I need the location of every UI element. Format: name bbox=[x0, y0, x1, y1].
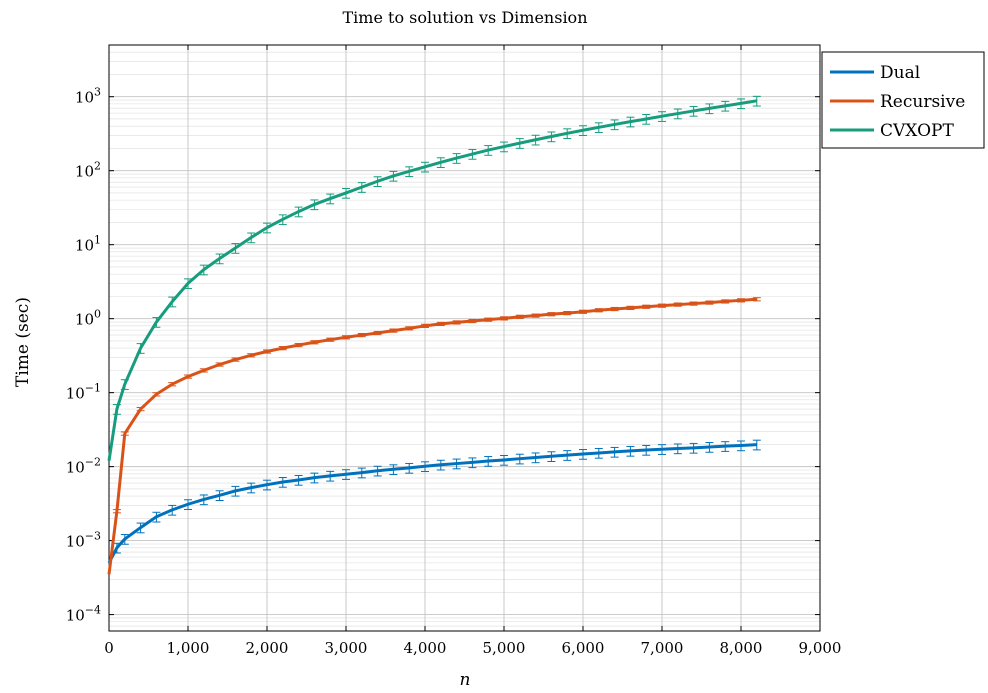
x-tick-label: 3,000 bbox=[325, 639, 368, 657]
x-tick-label: 0 bbox=[104, 639, 114, 657]
x-tick-label: 7,000 bbox=[641, 639, 684, 657]
legend-label: CVXOPT bbox=[880, 121, 954, 141]
y-tick-label: 10−1 bbox=[66, 382, 101, 403]
legend-label: Recursive bbox=[880, 92, 965, 112]
y-tick-label: 103 bbox=[75, 86, 101, 107]
x-tick-label: 4,000 bbox=[404, 639, 447, 657]
y-tick-label: 10−2 bbox=[66, 456, 101, 477]
y-tick-label: 10−3 bbox=[66, 530, 101, 551]
x-tick-label: 8,000 bbox=[720, 639, 763, 657]
y-tick-label: 101 bbox=[75, 234, 101, 255]
x-tick-label: 2,000 bbox=[246, 639, 289, 657]
x-tick-label: 9,000 bbox=[799, 639, 842, 657]
axes: 0 1,000 2,000 3,000 4,000 5,000 6,000 7,000 8,00… bbox=[66, 44, 842, 657]
series-recursive bbox=[107, 297, 761, 575]
y-axis-label: Time (sec) bbox=[13, 297, 33, 387]
x-axis-label: n bbox=[460, 670, 471, 690]
x-tick-label: 6,000 bbox=[562, 639, 605, 657]
x-tick-label: 5,000 bbox=[483, 639, 526, 657]
series-line bbox=[107, 297, 757, 575]
series-line bbox=[107, 443, 757, 564]
series-group bbox=[107, 95, 761, 575]
grid bbox=[108, 45, 821, 632]
x-tick-label: 1,000 bbox=[167, 639, 210, 657]
series-dual bbox=[107, 439, 761, 564]
y-tick-label: 10−4 bbox=[66, 604, 101, 625]
series-line bbox=[107, 99, 758, 461]
chart-title: Time to solution vs Dimension bbox=[342, 8, 588, 27]
legend-label: Dual bbox=[880, 63, 920, 83]
y-tick-label: 100 bbox=[75, 308, 101, 329]
series-cvxopt bbox=[107, 95, 761, 461]
legend: Dual Recursive CVXOPT bbox=[821, 51, 985, 149]
y-tick-label: 102 bbox=[75, 160, 101, 181]
plot-frame bbox=[108, 44, 821, 632]
